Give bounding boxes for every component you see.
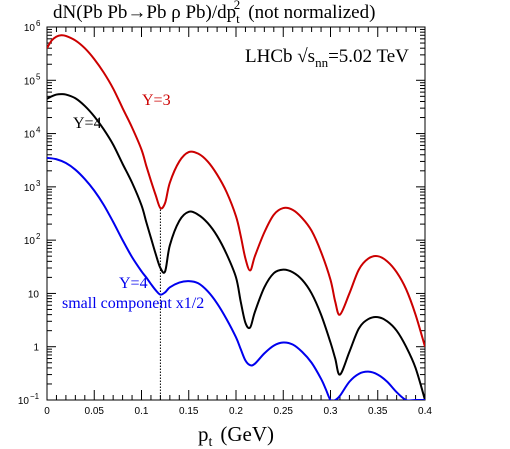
y-tick-label: 10 xyxy=(24,130,36,141)
series-line-y3 xyxy=(47,34,425,347)
annotation-suffix: =5.02 TeV xyxy=(328,46,409,67)
annotation-prefix: LHCb √s xyxy=(245,46,315,67)
y-tick-label-exponent: −1 xyxy=(30,392,40,401)
x-axis-label: pt (GeV) xyxy=(198,422,274,449)
y-tick-label-exponent: 4 xyxy=(36,126,41,135)
xlabel-main: p xyxy=(198,422,209,446)
series-lines xyxy=(47,34,425,400)
y-tick-label: 10 xyxy=(24,23,36,34)
y-tick-label-exponent: 5 xyxy=(36,72,41,81)
chart-title: dN(Pb Pb→Pb ρ Pb)/dpt2 (not normalized) xyxy=(53,0,375,26)
series-line-y4 xyxy=(47,93,425,400)
title-sub: t xyxy=(236,11,240,26)
x-tick-label: 0.1 xyxy=(135,406,149,417)
axis-ticks xyxy=(46,27,426,401)
label-blue-line1: Y=4 xyxy=(119,275,148,292)
y-tick-label: 10 xyxy=(24,183,36,194)
title-suffix: (not normalized) xyxy=(248,2,375,23)
series-line-y4-small-component xyxy=(47,156,425,400)
x-tick-label: 0.05 xyxy=(85,406,105,417)
label-y3: Y=3 xyxy=(142,92,171,109)
x-tick-label: 0.25 xyxy=(274,406,294,417)
experiment-annotation: LHCb √snn=5.02 TeV xyxy=(245,46,409,70)
y-tick-label-exponent: 2 xyxy=(36,232,41,241)
title-main: dN(Pb Pb→Pb ρ Pb)/dp xyxy=(53,2,236,23)
x-tick-labels: 0 0.05 0.1 0.15 0.2 0.25 0.3 0.35 0.4 xyxy=(44,406,432,417)
title-sup: 2 xyxy=(234,0,241,12)
label-y4: Y=4 xyxy=(73,115,102,132)
y-tick-label-exponent: 6 xyxy=(36,19,41,28)
x-tick-label: 0.3 xyxy=(324,406,338,417)
xlabel-unit: (GeV) xyxy=(220,422,274,446)
xlabel-sub: t xyxy=(209,435,213,449)
x-tick-label: 0.4 xyxy=(418,406,432,417)
x-tick-label: 0.2 xyxy=(229,406,243,417)
y-tick-label: 1 xyxy=(33,343,39,354)
y-tick-label: 10 xyxy=(28,289,40,300)
annotation-sub: nn xyxy=(315,55,329,70)
y-tick-label-exponent: 3 xyxy=(36,179,41,188)
y-tick-label: 10 xyxy=(24,76,36,87)
label-blue-line2: small component x1/2 xyxy=(62,295,204,312)
y-tick-label: 10 xyxy=(24,236,36,247)
x-tick-label: 0 xyxy=(44,406,50,417)
x-tick-label: 0.15 xyxy=(179,406,199,417)
x-tick-label: 0.35 xyxy=(368,406,388,417)
y-tick-label: 10 xyxy=(18,396,30,407)
